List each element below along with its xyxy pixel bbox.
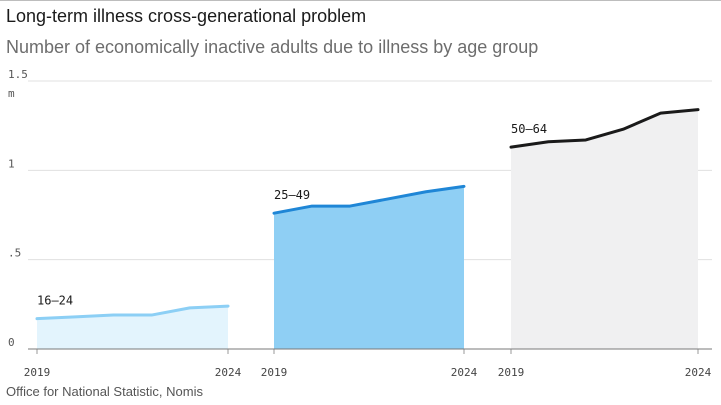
area-fill-2 <box>274 186 464 349</box>
x-tick-label: 2024 <box>451 366 478 379</box>
series-line-1 <box>35 304 230 321</box>
x-tick-label: 2024 <box>215 366 242 379</box>
chart-subtitle: Number of economically inactive adults d… <box>6 37 539 57</box>
series-label: 50–64 <box>511 122 547 136</box>
y-tick-label: 1.5 <box>8 68 28 81</box>
top-rule <box>0 0 721 1</box>
y-unit-label: m <box>8 87 15 100</box>
y-tick-label: 1 <box>8 157 15 170</box>
x-tick-label: 2019 <box>261 366 288 379</box>
chart-title: Long-term illness cross-generational pro… <box>6 6 367 26</box>
series-label: 25–49 <box>274 188 310 202</box>
x-tick-label: 2019 <box>24 366 51 379</box>
x-tick-label: 2024 <box>685 366 712 379</box>
series-line-3 <box>509 108 700 149</box>
y-tick-label: 0 <box>8 336 15 349</box>
area-fill-1 <box>37 306 228 349</box>
x-tick-label: 2019 <box>498 366 525 379</box>
area-fill-3 <box>511 109 698 349</box>
source-note: Office for National Statistic, Nomis <box>6 384 203 399</box>
y-tick-label: .5 <box>8 247 21 260</box>
series-line-2 <box>272 184 466 215</box>
series-label: 16–24 <box>37 294 73 308</box>
